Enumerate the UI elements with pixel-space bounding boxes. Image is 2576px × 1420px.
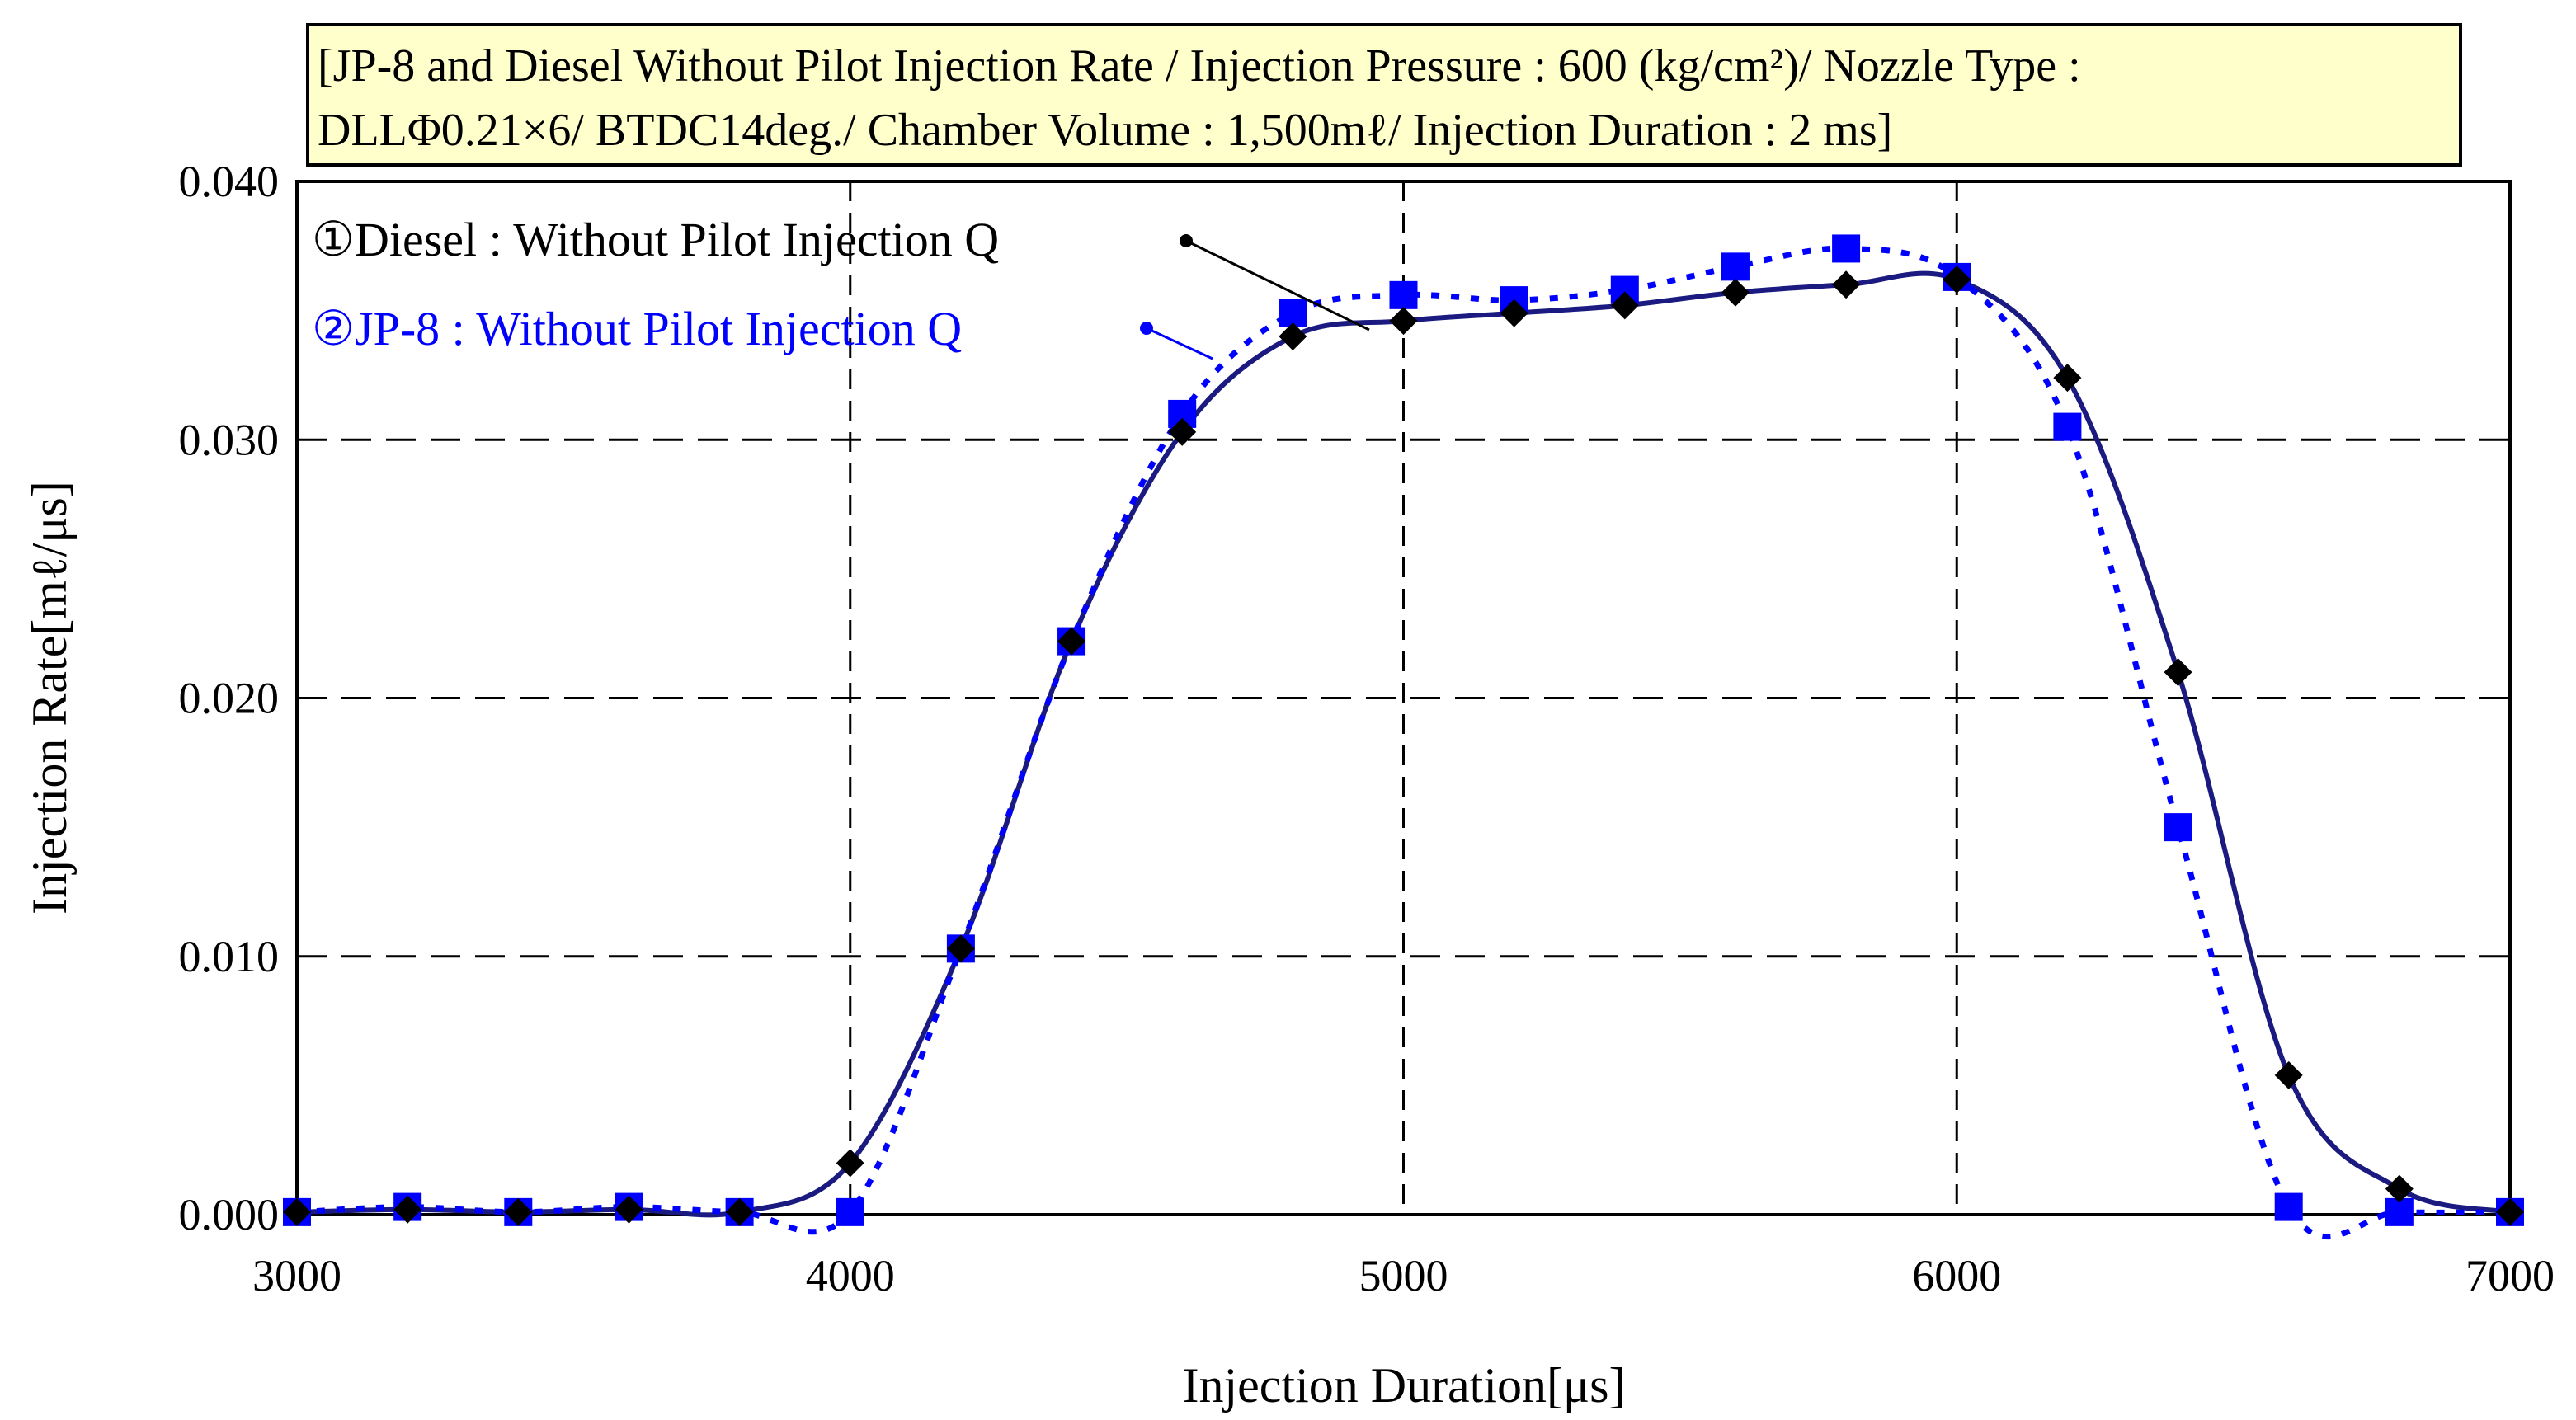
jp8-point [1389,280,1418,309]
grid-lines [297,181,2510,1215]
x-axis-ticks: 3000 4000 5000 6000 7000 [252,1251,2555,1300]
y-tick-label: 0.000 [179,1190,280,1239]
y-axis-label: Injection Rate[mℓ/μs] [22,481,77,915]
legend: ①Diesel : Without Pilot Injection Q ②JP-… [312,213,1370,360]
x-tick-label: 6000 [1912,1251,2001,1300]
y-tick-label: 0.030 [179,415,280,464]
diesel-point [283,1197,311,1226]
diesel-point [836,1149,864,1178]
title-box-background [306,23,2462,167]
y-tick-label: 0.040 [179,157,280,206]
chart-title-box: [JP-8 and Diesel Without Pilot Injection… [306,23,2462,167]
diesel-point [504,1197,533,1226]
legend-label-jp8: ②JP-8 : Without Pilot Injection Q [312,302,962,355]
diesel-point [946,934,975,963]
diesel-point [1168,417,1197,446]
diesel-point [2164,658,2192,687]
legend-pointer-diesel [1185,239,1370,331]
jp8-point [2274,1192,2303,1221]
y-tick-label: 0.020 [179,674,280,723]
x-tick-label: 4000 [806,1251,895,1300]
y-axis-ticks: 0.000 0.010 0.020 0.030 0.040 [179,157,280,1239]
chart-title-line-1: [JP-8 and Diesel Without Pilot Injection… [318,40,2081,92]
legend-pointer-jp8 [1146,327,1213,360]
diesel-point [615,1195,643,1224]
x-axis-label: Injection Duration[μs] [1182,1358,1625,1413]
diesel-point [1500,299,1528,327]
jp8-point [1832,234,1861,263]
jp8-point [1721,252,1750,281]
diesel-point [1057,627,1086,656]
x-tick-label: 7000 [2465,1251,2555,1300]
jp8-point [2164,813,2192,842]
x-tick-label: 5000 [1359,1251,1448,1300]
diesel-point [1279,322,1307,350]
legend-label-diesel: ①Diesel : Without Pilot Injection Q [312,213,999,266]
diesel-point [1832,270,1861,299]
chart-title-line-2: DLLΦ0.21×6/ BTDC14deg./ Chamber Volume :… [318,105,1892,156]
diesel-point [1721,278,1750,307]
y-tick-label: 0.010 [179,932,280,981]
diesel-point [1389,307,1418,336]
diesel-point [725,1197,754,1226]
legend-pointer-dot-diesel [1180,234,1193,247]
diesel-point [2053,364,2082,393]
legend-pointer-dot-jp8 [1140,322,1153,335]
series-markers [283,234,2524,1226]
diesel-point [393,1195,422,1224]
x-tick-label: 3000 [252,1251,341,1300]
jp8-point [836,1197,864,1226]
diesel-point [2385,1174,2414,1203]
diesel-point [2274,1060,2303,1089]
jp8-point [2053,412,2082,441]
diesel-point [1943,266,1971,294]
diesel-point [2496,1197,2524,1226]
diesel-point [1610,291,1639,320]
